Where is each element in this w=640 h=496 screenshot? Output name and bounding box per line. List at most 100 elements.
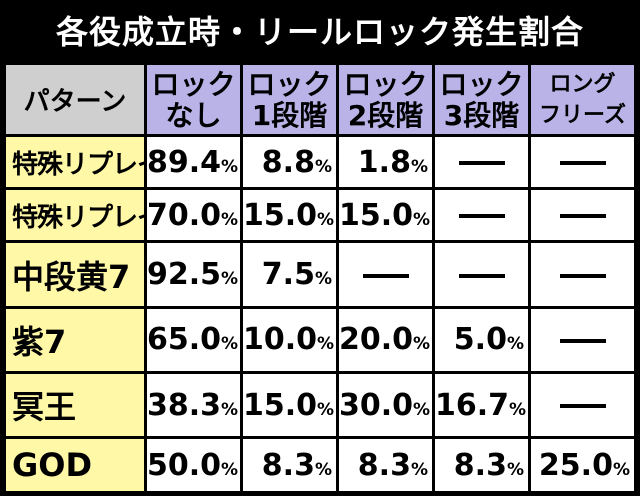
percent-sign: % [612, 459, 630, 480]
dash-mark [559, 338, 606, 343]
cell-number: 65.0 [147, 322, 222, 358]
cell-none [339, 243, 432, 306]
cell-value: 1.8% [339, 137, 432, 188]
col-header-line1: ロック [151, 67, 236, 101]
cell-number: 30.0 [339, 387, 414, 423]
cell-number: 5.0 [453, 322, 507, 358]
cell-value: 20.0% [339, 308, 432, 372]
col-header-lock-1: ロック 1段階 [243, 65, 336, 134]
col-header-line1: ロング [549, 71, 616, 97]
cell-value: 92.5% [147, 243, 240, 306]
col-header-line2: 3段階 [443, 98, 520, 132]
row-label: 特殊リプレイB [6, 190, 144, 241]
cell-value: 8.3% [435, 439, 528, 491]
percent-sign: % [221, 334, 239, 355]
header-row: パターン ロック なし ロック 1段階 ロック 2段階 ロック 3段階 [6, 65, 634, 134]
table-body: 特殊リプレイA89.4%8.8%1.8%特殊リプレイB70.0%15.0%15.… [6, 137, 634, 491]
cell-value: 16.7% [435, 374, 528, 437]
percent-sign: % [221, 269, 239, 290]
table-row: GOD 50.0% 8.3% 8.3% 8.3% 25.0% [6, 439, 634, 491]
pattern-header: パターン [6, 65, 144, 134]
cell-none [531, 190, 634, 241]
cell-value: 10.0% [243, 308, 336, 372]
cell-value: 15.0% [243, 374, 336, 437]
cell-number: 10.0 [243, 322, 318, 358]
cell-number: 8.8 [261, 144, 315, 180]
percent-sign: % [506, 334, 524, 355]
percent-sign: % [506, 459, 524, 480]
col-header-lock-2: ロック 2段階 [339, 65, 432, 134]
cell-number: 15.0 [243, 387, 318, 423]
cell-value: 8.8% [243, 137, 336, 188]
cell-number: 15.0 [243, 197, 318, 233]
cell-number: 38.3 [147, 387, 222, 423]
row-label: 冥王 [6, 374, 144, 437]
row-label: 紫7 [6, 308, 144, 372]
cell-value: 38.3% [147, 374, 240, 437]
dash-mark [458, 273, 505, 278]
percent-sign: % [413, 209, 431, 230]
page-title: 各役成立時・リールロック発生割合 [55, 13, 584, 51]
row-label: 特殊リプレイA [6, 137, 144, 188]
cell-number: 25.0 [538, 447, 613, 483]
cell-number: 8.3 [453, 447, 507, 483]
percent-sign: % [317, 399, 335, 420]
dash-mark [362, 273, 409, 278]
col-header-line2: なし [165, 98, 222, 132]
cell-value: 7.5% [243, 243, 336, 306]
percent-sign: % [314, 269, 332, 290]
table-row: 冥王 38.3% 15.0% 30.0% 16.7% [6, 374, 634, 437]
percent-sign: % [314, 459, 332, 480]
cell-value: 89.4% [147, 137, 240, 188]
percent-sign: % [221, 459, 239, 480]
cell-value: 50.0% [147, 439, 240, 491]
cell-number: 8.3 [357, 447, 411, 483]
cell-value: 25.0% [531, 439, 634, 491]
cell-number: 16.7 [435, 387, 510, 423]
cell-number: 70.0 [147, 197, 222, 233]
row-label: GOD [6, 439, 144, 491]
dash-mark [458, 161, 505, 166]
dash-mark [559, 404, 606, 409]
cell-none [435, 137, 528, 188]
percent-sign: % [410, 459, 428, 480]
cell-none [531, 374, 634, 437]
cell-number: 20.0 [339, 322, 414, 358]
cell-value: 8.3% [243, 439, 336, 491]
cell-value: 8.3% [339, 439, 432, 491]
col-header-line1: ロック [343, 67, 428, 101]
lock-rate-table: パターン ロック なし ロック 1段階 ロック 2段階 ロック 3段階 [3, 62, 637, 494]
percent-sign: % [221, 156, 239, 177]
percent-sign: % [509, 399, 527, 420]
percent-sign: % [413, 399, 431, 420]
cell-number: 92.5 [147, 257, 222, 293]
cell-value: 30.0% [339, 374, 432, 437]
cell-number: 1.8 [357, 144, 411, 180]
table-row: 特殊リプレイB70.0%15.0%15.0% [6, 190, 634, 241]
cell-none [531, 137, 634, 188]
cell-value: 15.0% [339, 190, 432, 241]
cell-value: 15.0% [243, 190, 336, 241]
cell-number: 7.5 [261, 257, 315, 293]
cell-value: 5.0% [435, 308, 528, 372]
percent-sign: % [317, 209, 335, 230]
dash-mark [458, 214, 505, 219]
dash-mark [559, 273, 606, 278]
cell-number: 89.4 [147, 144, 222, 180]
col-header-line1: ロック [439, 67, 524, 101]
cell-number: 50.0 [147, 447, 222, 483]
cell-value: 65.0% [147, 308, 240, 372]
col-header-line2: 1段階 [251, 98, 328, 132]
col-header-line2: フリーズ [539, 102, 626, 128]
col-header-line2: 2段階 [347, 98, 424, 132]
cell-value: 70.0% [147, 190, 240, 241]
col-header-line1: ロック [247, 67, 332, 101]
dash-mark [559, 214, 606, 219]
row-label: 中段黄7 [6, 243, 144, 306]
dash-mark [559, 161, 606, 166]
col-header-long-freeze: ロング フリーズ [531, 65, 634, 134]
percent-sign: % [410, 156, 428, 177]
cell-none [531, 243, 634, 306]
table-row: 紫7 65.0% 10.0% 20.0% 5.0% [6, 308, 634, 372]
